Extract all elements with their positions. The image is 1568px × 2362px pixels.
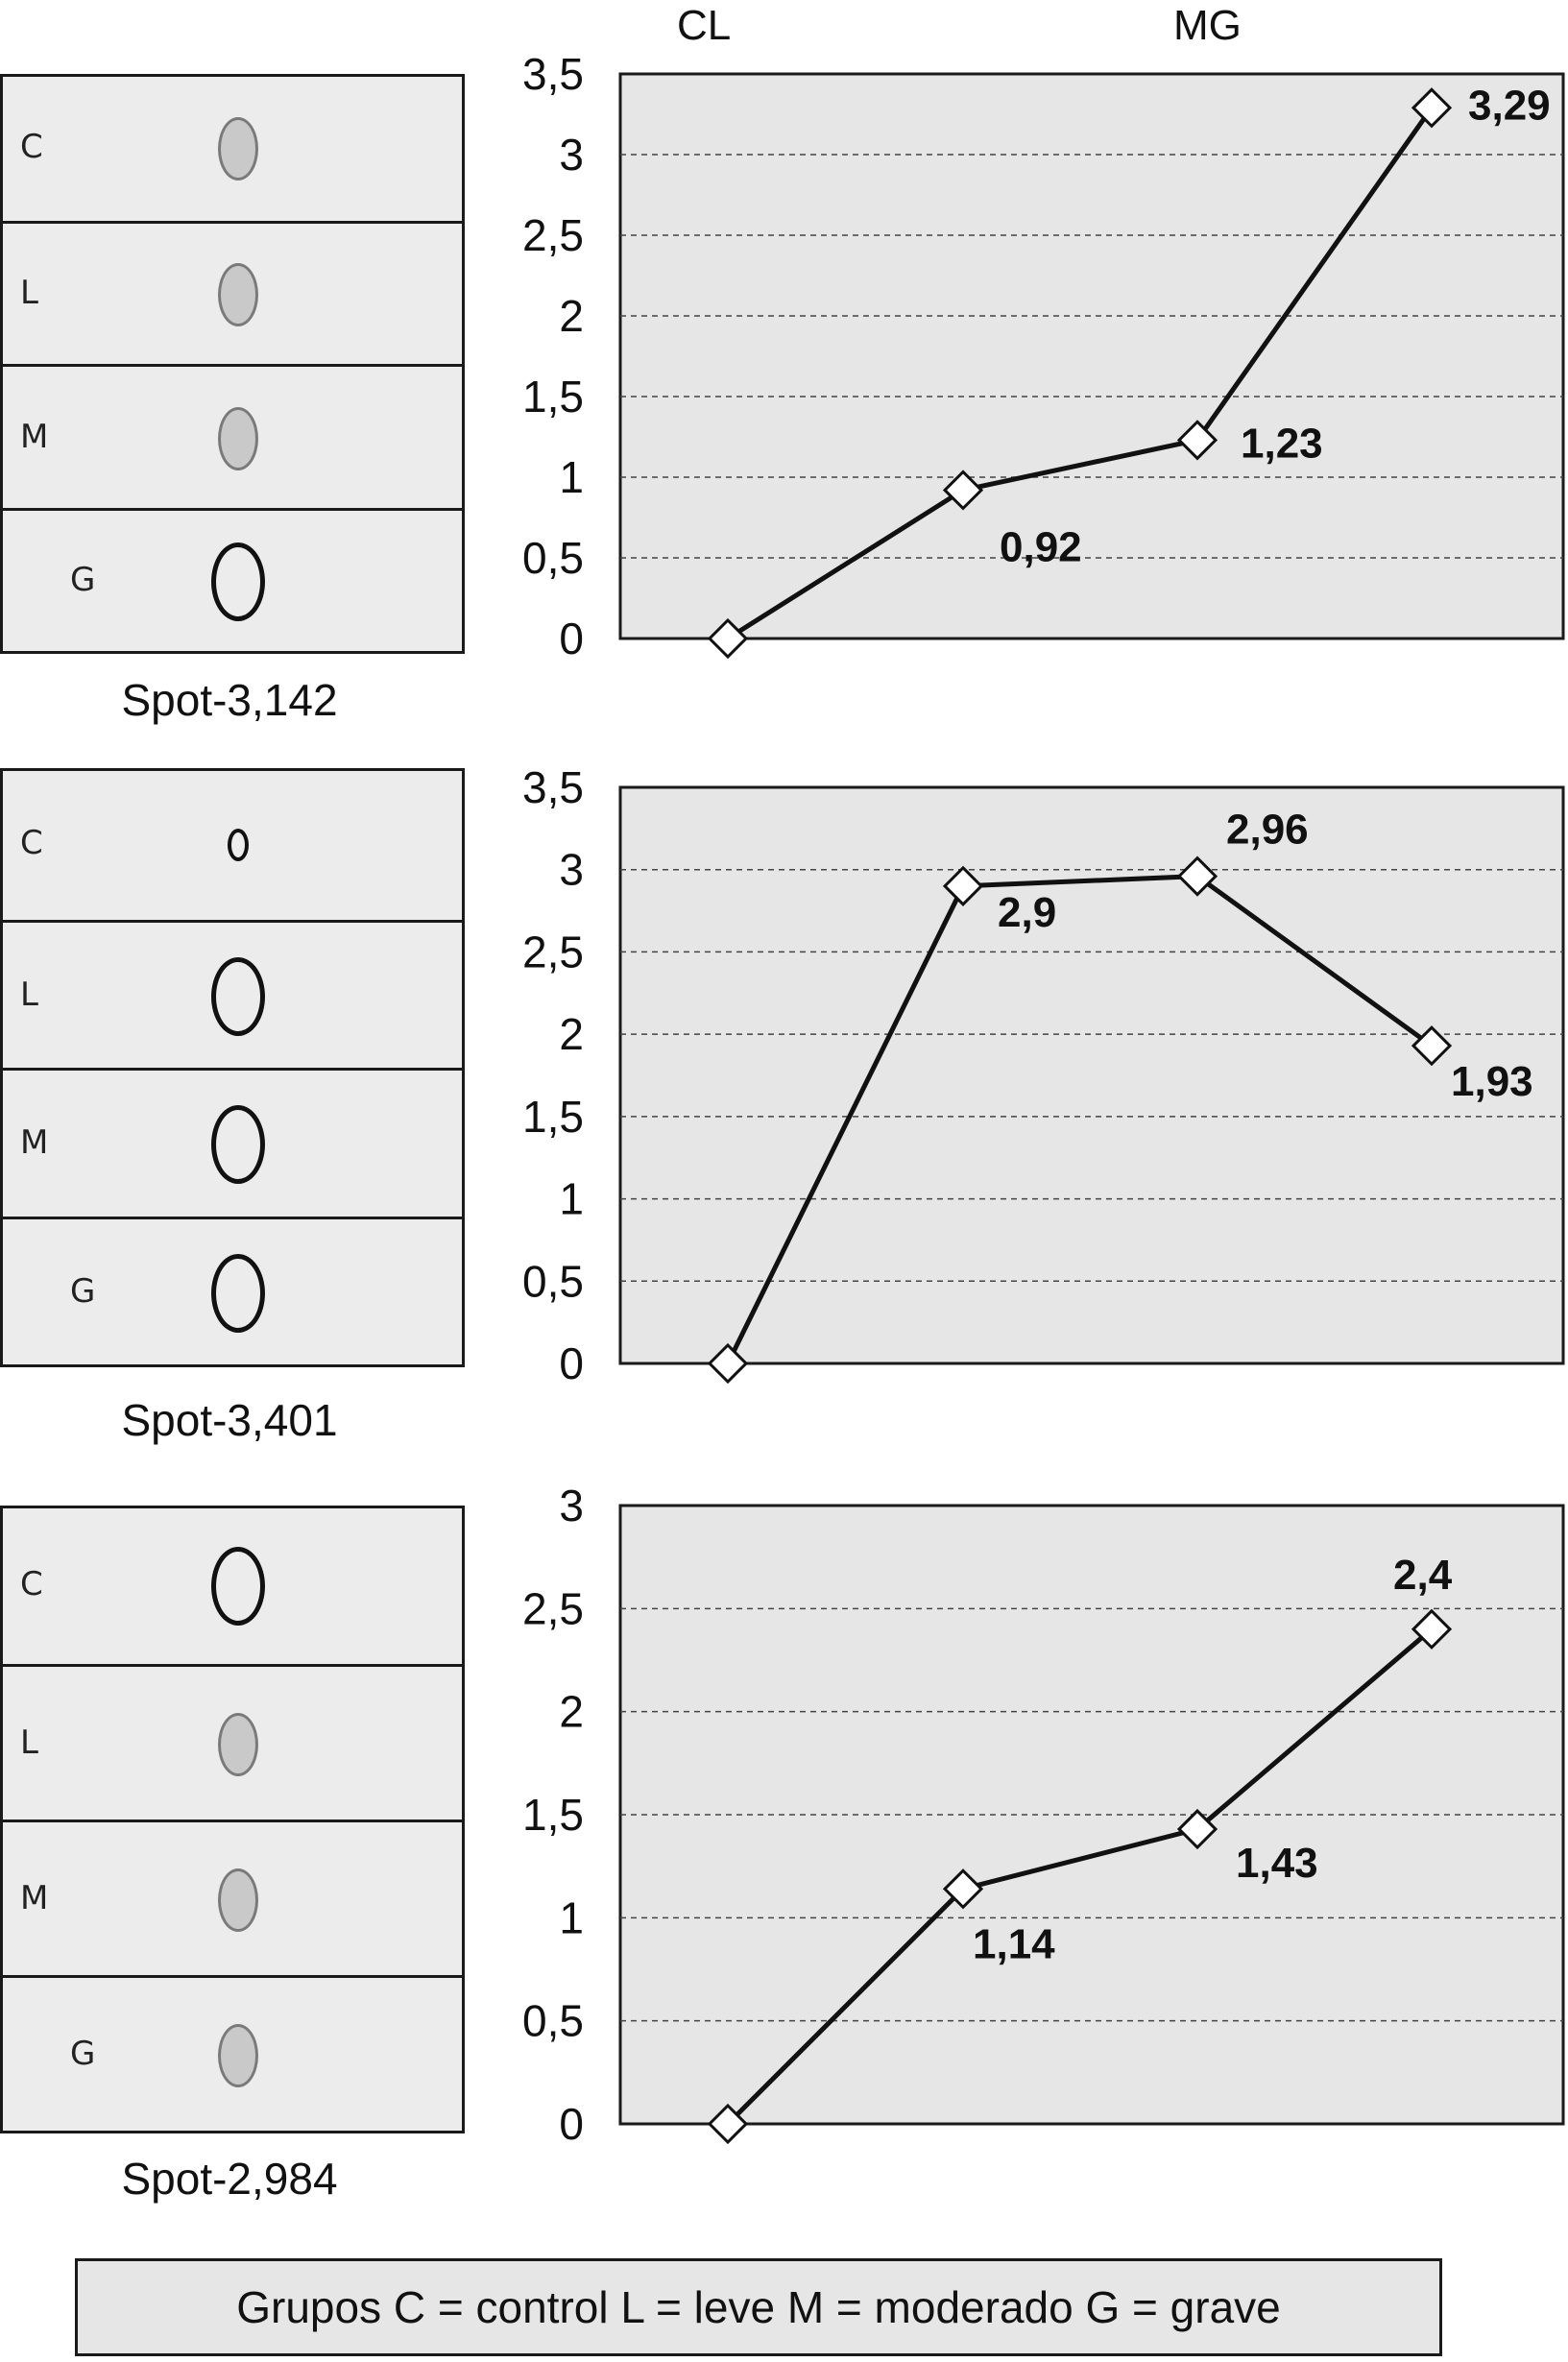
data-label: 1,23: [1241, 420, 1323, 467]
blot-lane-l: L: [3, 919, 462, 1069]
blot-image: C L M G: [0, 1506, 465, 2133]
lane-label: L: [20, 274, 38, 313]
data-point-marker: [1176, 1808, 1218, 1850]
y-tick-label: 1,5: [522, 372, 584, 422]
data-point-marker: [942, 865, 984, 906]
y-tick-label: 1,5: [522, 1790, 584, 1840]
y-tick-label: 0,5: [522, 1256, 584, 1306]
y-tick-label: 1: [559, 1892, 584, 1942]
y-tick-label: 2: [559, 1009, 584, 1059]
data-point-marker: [707, 2103, 749, 2145]
data-point-marker: [1176, 420, 1218, 461]
data-point-marker: [942, 470, 984, 511]
lane-label: M: [20, 1879, 49, 1917]
y-tick-label: 2: [559, 1687, 584, 1737]
y-tick-label: 1: [559, 1174, 584, 1224]
data-label: 0,92: [1000, 523, 1082, 570]
protein-spot: [228, 829, 249, 862]
plot-area: [618, 72, 1565, 640]
protein-spot: [218, 116, 258, 181]
header-label-cl: CL: [677, 2, 732, 49]
blot-lane-g: G: [3, 507, 462, 652]
data-point-marker: [1176, 856, 1218, 897]
lane-label: M: [20, 417, 49, 456]
blot-lane-c: C: [3, 771, 462, 920]
y-tick-label: 0: [559, 1338, 584, 1388]
y-tick-label: 0,5: [522, 1996, 584, 2046]
lane-label: G: [70, 561, 96, 600]
protein-spot: [211, 542, 265, 622]
lane-label: M: [20, 1123, 49, 1163]
spot-caption: Spot-3,401: [121, 1395, 338, 1445]
legend-box: Grupos C = control L = leve M = moderado…: [75, 2258, 1442, 2356]
data-point-marker: [1411, 87, 1453, 129]
blot-lane-l: L: [3, 1664, 462, 1820]
blot-lane-g: G: [3, 1216, 462, 1365]
spot-caption: Spot-2,984: [121, 2154, 338, 2204]
spot-caption: Spot-3,142: [121, 675, 338, 725]
data-label: 3,29: [1468, 82, 1551, 129]
blot-lane-m: M: [3, 364, 462, 508]
y-tick-label: 3,5: [522, 762, 584, 812]
blot-lane-g: G: [3, 1975, 462, 2131]
protein-spot: [218, 406, 258, 470]
y-tick-label: 3: [559, 130, 584, 180]
protein-spot: [218, 1868, 258, 1932]
protein-spot: [218, 263, 258, 327]
blot-lane-c: C: [3, 1508, 462, 1664]
blot-lane-m: M: [3, 1068, 462, 1217]
y-tick-label: 0: [559, 614, 584, 663]
protein-spot: [211, 1105, 265, 1185]
lane-label: C: [20, 127, 43, 166]
y-tick-label: 1,5: [522, 1092, 584, 1142]
data-point-marker: [1411, 1608, 1453, 1650]
y-tick-label: 3,5: [522, 49, 584, 99]
y-tick-label: 3: [559, 845, 584, 895]
data-point-marker: [1411, 1025, 1453, 1067]
y-tick-label: 0,5: [522, 533, 584, 583]
data-point-marker: [707, 1342, 749, 1385]
protein-spot: [218, 2024, 258, 2087]
y-tick-label: 2: [559, 291, 584, 341]
header-label-mg: MG: [1173, 2, 1242, 49]
blot-lane-m: M: [3, 1820, 462, 1975]
y-tick-label: 2,5: [522, 1583, 584, 1633]
data-label: 1,93: [1451, 1058, 1533, 1105]
series-line: [726, 1627, 1434, 2126]
y-tick-label: 2,5: [522, 927, 584, 976]
blot-lane-c: C: [3, 77, 462, 221]
data-label: 1,14: [973, 1920, 1055, 1967]
blot-image: C L M G: [0, 74, 465, 654]
protein-spot: [211, 1253, 265, 1333]
lane-label: G: [70, 1271, 96, 1311]
protein-spot: [211, 956, 265, 1036]
protein-spot: [218, 1713, 258, 1776]
blot-lane-l: L: [3, 220, 462, 365]
y-tick-label: 0: [559, 2099, 584, 2149]
data-label: 2,96: [1226, 807, 1309, 854]
lane-label: C: [20, 1565, 43, 1603]
legend-text: Grupos C = control L = leve M = moderado…: [236, 2282, 1281, 2332]
blot-image: C L M G: [0, 768, 465, 1367]
data-label: 2,4: [1393, 1552, 1453, 1599]
series-line: [726, 106, 1435, 641]
data-point-marker: [707, 617, 749, 660]
y-tick-label: 2,5: [522, 210, 584, 260]
data-point-marker: [942, 1868, 984, 1910]
data-label: 2,9: [998, 889, 1056, 936]
lane-label: G: [70, 2035, 96, 2073]
data-label: 1,43: [1236, 1840, 1318, 1887]
lane-label: L: [20, 975, 38, 1014]
lane-label: C: [20, 824, 43, 863]
y-tick-label: 1: [559, 452, 584, 502]
protein-spot: [211, 1547, 265, 1626]
lane-label: L: [20, 1723, 38, 1762]
plot-area: [618, 785, 1565, 1365]
y-tick-label: 3: [559, 1481, 584, 1530]
series-line: [725, 874, 1434, 1365]
